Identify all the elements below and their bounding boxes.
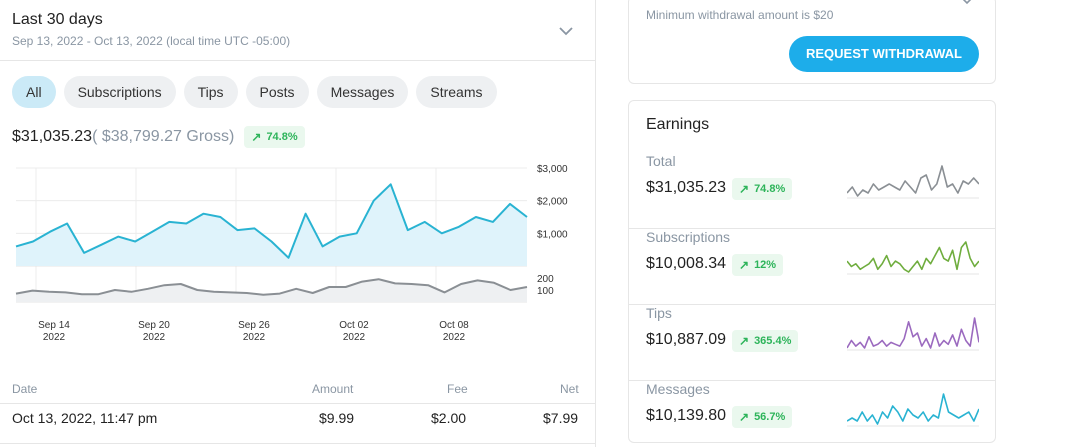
x-tick-label: Sep 26	[238, 320, 270, 331]
tab-tips[interactable]: Tips	[183, 76, 238, 108]
chevron-down-icon[interactable]	[959, 0, 975, 7]
earnings-label: Subscriptions	[646, 229, 731, 245]
change-badge: ↗ 74.8%	[244, 126, 305, 148]
messages-sparkline	[847, 393, 979, 427]
earnings-title: Earnings	[646, 116, 710, 133]
sparkline-line	[847, 165, 979, 197]
earnings-series-area	[16, 184, 527, 266]
tips-sparkline	[847, 317, 979, 351]
trend-up-icon: ↗	[251, 130, 262, 144]
request-withdrawal-button[interactable]: REQUEST WITHDRAWAL	[789, 36, 979, 72]
change-value: 12%	[754, 259, 777, 271]
earnings-label: Tips	[646, 305, 672, 321]
trend-up-icon: ↗	[739, 182, 750, 196]
sparkline-line	[847, 317, 979, 349]
earnings-value: $31,035.23	[646, 179, 727, 196]
earnings-row-subscriptions[interactable]: Subscriptions $10,008.34 ↗ 12%	[629, 229, 995, 305]
chevron-down-icon[interactable]	[557, 22, 575, 40]
change-value: 56.7%	[754, 411, 786, 423]
x-tick-year: 2022	[343, 332, 366, 343]
category-tabs: All Subscriptions Tips Posts Messages St…	[12, 76, 497, 108]
earnings-series-line	[15, 183, 528, 259]
total-sparkline	[847, 165, 979, 199]
tab-all[interactable]: All	[12, 76, 56, 108]
row-date: Oct 13, 2022, 11:47 pm	[12, 410, 158, 426]
y-tick-label: $2,000	[537, 197, 568, 208]
earnings-value: $10,887.09	[646, 331, 727, 348]
earnings-label: Messages	[646, 381, 710, 397]
y-tick-label: 200	[537, 274, 554, 285]
withdrawal-card: Minimum withdrawal amount is $20 REQUEST…	[628, 0, 996, 84]
minimum-withdrawal-note: Minimum withdrawal amount is $20	[646, 8, 834, 22]
row-net: $7.99	[543, 410, 579, 426]
row-fee: $2.00	[431, 410, 467, 426]
trend-up-icon: ↗	[739, 334, 750, 348]
earnings-summary: $31,035.23 ( $38,799.27 Gross) ↗ 74.8%	[12, 126, 305, 148]
trend-up-icon: ↗	[739, 410, 750, 424]
earnings-row-total[interactable]: Total $31,035.23 ↗ 74.8%	[629, 153, 995, 229]
period-selector[interactable]: Last 30 days Sep 13, 2022 - Oct 13, 2022…	[0, 0, 596, 61]
statements-panel: Last 30 days Sep 13, 2022 - Oct 13, 2022…	[0, 0, 596, 447]
x-tick-label: Sep 20	[138, 320, 170, 331]
x-tick-year: 2022	[43, 332, 66, 343]
row-amount: $9.99	[319, 410, 355, 426]
y-tick-label: 100	[537, 286, 554, 297]
change-badge: ↗ 365.4%	[732, 330, 799, 352]
gross-total: ( $38,799.27 Gross)	[92, 128, 235, 145]
x-tick-year: 2022	[443, 332, 466, 343]
x-tick-label: Oct 02	[339, 320, 369, 331]
earnings-label: Total	[646, 153, 676, 169]
period-title: Last 30 days	[12, 11, 103, 28]
tab-posts[interactable]: Posts	[245, 76, 309, 108]
header-date: Date	[12, 382, 38, 396]
period-date-range: Sep 13, 2022 - Oct 13, 2022 (local time …	[12, 34, 291, 48]
x-tick-label: Oct 08	[439, 320, 469, 331]
header-amount: Amount	[312, 382, 354, 396]
net-total: $31,035.23	[12, 128, 93, 145]
table-row[interactable]: Oct 13, 2022, 11:47 pm $9.99 $2.00 $7.99	[0, 410, 596, 444]
count-series-line	[15, 278, 528, 296]
sparkline-line	[847, 241, 979, 273]
change-badge: ↗ 56.7%	[732, 406, 793, 428]
tab-subscriptions[interactable]: Subscriptions	[63, 76, 176, 108]
sparkline-line	[847, 393, 979, 425]
change-value: 74.8%	[266, 131, 298, 143]
transactions-header: Date Amount Fee Net	[0, 382, 596, 404]
earnings-value: $10,008.34	[646, 255, 727, 272]
earnings-card: Earnings Total $31,035.23 ↗ 74.8% Subscri…	[628, 100, 996, 443]
x-tick-year: 2022	[243, 332, 266, 343]
subscriptions-sparkline	[847, 241, 979, 275]
x-tick-label: Sep 14	[38, 320, 70, 331]
change-value: 365.4%	[754, 335, 792, 347]
header-net: Net	[560, 382, 579, 396]
earnings-row-messages[interactable]: Messages $10,139.80 ↗ 56.7%	[629, 381, 995, 447]
change-value: 74.8%	[754, 183, 786, 195]
tab-streams[interactable]: Streams	[416, 76, 497, 108]
x-tick-year: 2022	[143, 332, 166, 343]
y-tick-label: $3,000	[537, 164, 568, 175]
earnings-row-tips[interactable]: Tips $10,887.09 ↗ 365.4%	[629, 305, 995, 381]
trend-up-icon: ↗	[739, 258, 750, 272]
y-tick-label: $1,000	[537, 229, 568, 240]
change-badge: ↗ 74.8%	[732, 178, 793, 200]
earnings-value: $10,139.80	[646, 407, 727, 424]
count-series-area	[16, 279, 527, 302]
tab-messages[interactable]: Messages	[316, 76, 409, 108]
change-badge: ↗ 12%	[732, 254, 784, 276]
header-fee: Fee	[447, 382, 468, 396]
